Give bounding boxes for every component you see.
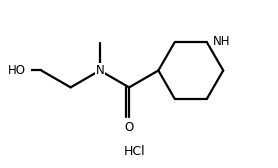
Text: O: O (125, 121, 134, 134)
Text: N: N (95, 64, 104, 77)
Text: NH: NH (213, 35, 230, 48)
Text: HCl: HCl (124, 145, 145, 158)
Text: HO: HO (8, 64, 26, 77)
